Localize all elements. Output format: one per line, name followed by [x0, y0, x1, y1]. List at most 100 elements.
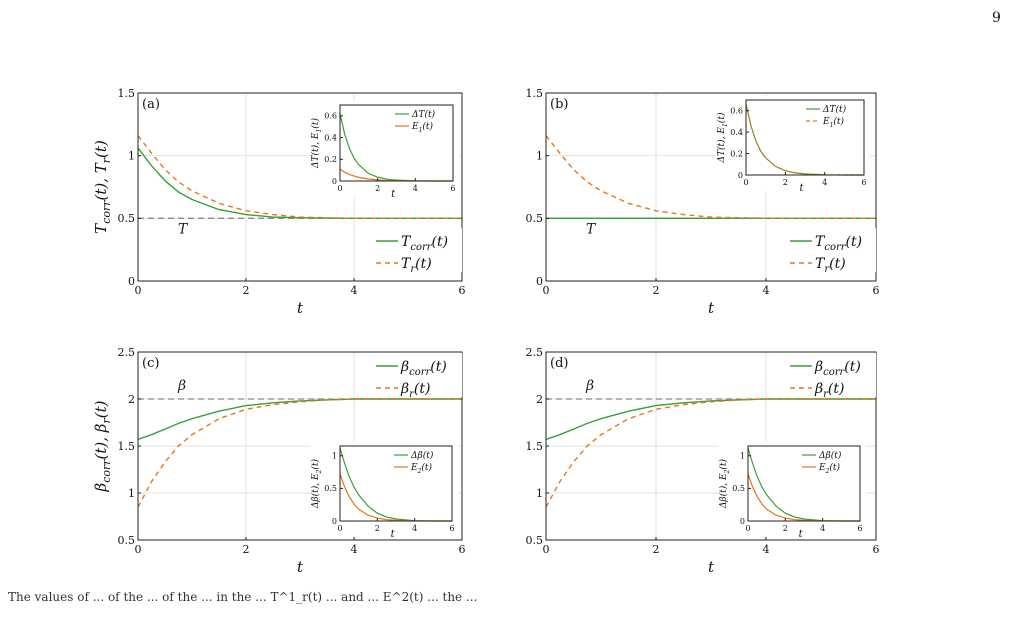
- y-tick-label-4: 2.5: [526, 346, 544, 359]
- inset-x-tick-label-0: 0: [337, 524, 342, 533]
- inset-x-axis-label: t: [799, 183, 804, 194]
- reference-label: T: [178, 221, 189, 237]
- y-tick-label-1: 1: [128, 487, 135, 500]
- inset-legend-label-0: Δβ(t): [818, 450, 842, 461]
- inset-legend-label-1: E2(t): [818, 462, 841, 475]
- inset-axes-frame: [747, 445, 861, 522]
- y-tick-label-1: 0.5: [118, 212, 136, 225]
- y-tick-label-0: 0.5: [526, 534, 544, 547]
- x-tick-label-0: 0: [543, 543, 550, 556]
- x-tick-label-1: 2: [243, 284, 250, 297]
- panel-label: (c): [142, 356, 159, 371]
- inset-x-tick-label-0: 0: [745, 524, 750, 533]
- x-tick-label-2: 4: [763, 284, 770, 297]
- x-tick-label-0: 0: [135, 284, 142, 297]
- legend-label-0: Tcorr(t): [815, 234, 862, 253]
- inset-legend-label-0: ΔT(t): [411, 109, 436, 120]
- inset-y-tick-label-1: 0.5: [324, 484, 337, 493]
- panel-label: (a): [142, 97, 160, 112]
- panel-label: (d): [550, 356, 568, 371]
- inset-legend-label-1: E1(t): [822, 116, 845, 129]
- inset-y-tick-label-0: 0: [332, 517, 337, 526]
- inset-c: 0 2 4 6 0 0.5 1 t Δβ(t), E2(t) Δβ(t)E2(t): [310, 442, 458, 540]
- x-tick-label-3: 6: [459, 543, 466, 556]
- inset-y-tick-label-2: 1: [332, 452, 337, 461]
- inset-x-tick-label-3: 6: [449, 524, 454, 533]
- inset-y-tick-label-3: 0.6: [730, 107, 743, 116]
- legend-box: [370, 353, 462, 397]
- y-tick-label-3: 2: [536, 393, 543, 406]
- y-tick-label-0: 0.5: [118, 534, 136, 547]
- x-tick-label-2: 4: [351, 284, 358, 297]
- inset-b: 0 2 4 6 0 0.2 0.4 0.6 t ΔT(t), E1(t) ΔT(t)E1(t): [716, 96, 870, 194]
- x-axis-label: t: [297, 558, 304, 576]
- y-tick-label-0: 0: [536, 275, 543, 288]
- inset-y-tick-label-0: 0: [332, 177, 337, 186]
- inset-y-axis-label: ΔT(t), E1(t): [310, 118, 323, 169]
- page-number: 9: [992, 10, 1001, 26]
- inset-plot-area: [340, 105, 453, 181]
- inset-plot-area: [746, 100, 864, 175]
- x-tick-label-3: 6: [873, 284, 880, 297]
- y-tick-label-3: 2: [128, 393, 135, 406]
- inset-series-r-line: [745, 104, 864, 176]
- inset-x-tick-label-2: 4: [820, 524, 825, 533]
- inset-x-tick-label-0: 0: [337, 184, 342, 193]
- inset-x-tick-label-1: 2: [783, 524, 788, 533]
- y-tick-label-2: 1.5: [526, 440, 544, 453]
- inset-axes-frame: [339, 445, 453, 522]
- inset-x-tick-label-2: 4: [412, 524, 417, 533]
- axes-frame: [137, 92, 463, 282]
- inset-legend-label-0: Δβ(t): [410, 450, 434, 461]
- legend-label-1: βr(t): [400, 381, 430, 400]
- inset-y-tick-label-0: 0: [738, 171, 743, 180]
- y-tick-label-2: 1: [128, 150, 135, 163]
- inset-x-tick-label-3: 6: [450, 184, 455, 193]
- x-tick-label-0: 0: [135, 543, 142, 556]
- y-tick-label-4: 2.5: [118, 346, 136, 359]
- y-tick-label-3: 1.5: [118, 87, 136, 100]
- x-tick-label-1: 2: [653, 284, 660, 297]
- x-tick-label-3: 6: [873, 543, 880, 556]
- y-tick-label-2: 1.5: [118, 440, 136, 453]
- y-axis-label: Tcorr(t), Tr(t): [92, 140, 113, 234]
- x-tick-label-0: 0: [543, 284, 550, 297]
- inset-d: 0 2 4 6 0 0.5 1 t Δβ(t), E2(t) Δβ(t)E2(t): [718, 442, 866, 540]
- inset-y-tick-label-1: 0.2: [730, 149, 743, 158]
- x-axis-label: t: [708, 299, 715, 317]
- inset-y-tick-label-3: 0.6: [324, 112, 337, 121]
- inset-y-tick-label-1: 0.5: [732, 484, 745, 493]
- inset-plot-area: [340, 446, 452, 521]
- inset-x-tick-label-1: 2: [375, 184, 380, 193]
- series-r-line: [545, 398, 876, 508]
- inset-axes-frame: [339, 104, 454, 182]
- legend-box: [784, 353, 876, 397]
- legend-label-1: Tr(t): [815, 256, 846, 275]
- inset-y-axis-label: ΔT(t), E1(t): [716, 112, 729, 163]
- inset-y-axis-label: Δβ(t), E2(t): [310, 458, 323, 509]
- inset-plot-area: [748, 446, 860, 521]
- inset-y-tick-label-1: 0.2: [324, 155, 337, 164]
- inset-x-tick-label-3: 6: [861, 178, 866, 187]
- inset-y-tick-label-2: 1: [740, 452, 745, 461]
- inset-legend-label-0: ΔT(t): [822, 104, 847, 115]
- axes-frame: [545, 92, 877, 282]
- inset-legend-label-1: E2(t): [410, 462, 433, 475]
- y-tick-label-2: 1: [536, 150, 543, 163]
- legend-box: [370, 228, 462, 272]
- inset-y-tick-label-0: 0: [740, 517, 745, 526]
- series-r-line: [545, 135, 876, 219]
- panel-a: 0 2 4 6 0 0.5 1 1.5 T (a) t Tcorr(t), Tr(t) Tcorr(t)…: [92, 87, 466, 317]
- legend-label-1: Tr(t): [401, 256, 432, 275]
- series-corr-line: [137, 398, 462, 441]
- legend-label-0: βcorr(t): [400, 359, 447, 378]
- inset-x-tick-label-3: 6: [857, 524, 862, 533]
- x-tick-label-2: 4: [351, 543, 358, 556]
- y-tick-label-1: 1: [536, 487, 543, 500]
- x-axis-label: t: [708, 558, 715, 576]
- reference-label: β: [585, 378, 594, 394]
- inset-x-axis-label: t: [391, 529, 396, 540]
- panel-b: 0 2 4 6 0 0.5 1 1.5 T (b) t Tcorr(t) Tr(t) 0 2 4 6 0 0.2 0.…: [526, 87, 880, 317]
